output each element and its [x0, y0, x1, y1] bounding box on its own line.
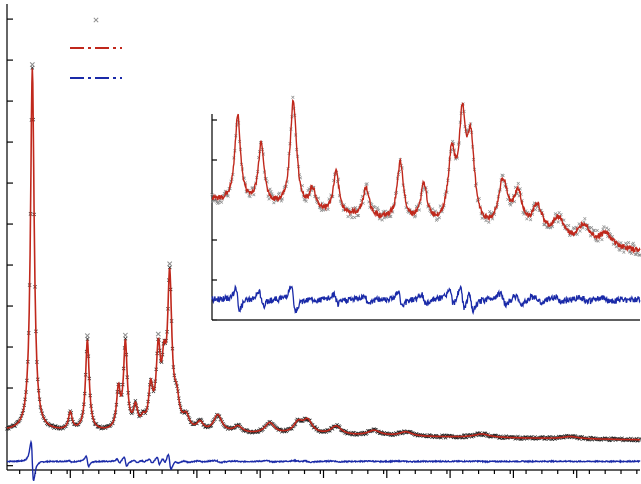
observed-point	[30, 65, 35, 70]
inset-observed-point	[528, 218, 533, 222]
inset-observed-point	[437, 216, 441, 220]
inset-observed-point	[438, 204, 442, 208]
inset-observed-point	[606, 228, 611, 232]
inset-observed-point	[631, 241, 635, 245]
inset-observed-point	[326, 207, 330, 212]
inset-observed-point	[535, 205, 539, 209]
observed-peak-point	[84, 333, 90, 339]
main-plot	[5, 4, 641, 482]
inset-observed-point	[248, 194, 252, 199]
inset-observed-point	[614, 245, 618, 249]
inset-observed-point	[291, 95, 295, 99]
inset-observed-point	[267, 197, 271, 201]
inset-observed-point	[583, 217, 587, 221]
inset-observed-point	[501, 173, 505, 178]
inset-observed-point	[435, 217, 440, 221]
inset-observed-point	[219, 200, 224, 204]
observed-peak-point	[122, 332, 128, 338]
calculated-series	[6, 68, 640, 441]
inset-observed-point	[355, 213, 360, 218]
inset-observed-point	[543, 222, 547, 227]
observed-peak-point	[167, 261, 173, 267]
inset-observed-point	[211, 199, 215, 203]
inset-observed-point	[525, 217, 529, 221]
inset-observed-point	[431, 207, 435, 211]
observed-peak-point	[155, 331, 161, 337]
inset-observed-point	[533, 207, 538, 212]
inset-observed-point	[578, 229, 582, 233]
inset-observed-point	[602, 225, 606, 229]
main-x-ticks	[19, 470, 638, 478]
inset-observed-point	[567, 223, 571, 228]
inset-observed-point	[619, 241, 623, 245]
inset-observed-point	[629, 251, 634, 256]
inset-background	[212, 112, 640, 320]
inset-observed-point	[553, 212, 557, 216]
inset-observed-point	[550, 224, 555, 229]
inset-observed-point	[591, 228, 596, 233]
inset-observed-point	[509, 203, 513, 207]
inset-observed-point	[433, 209, 438, 213]
observed-peak-point	[29, 62, 35, 68]
inset-observed-point	[353, 215, 357, 220]
observed-point	[167, 265, 172, 270]
inset-observed-point	[277, 191, 282, 195]
inset-observed-point	[316, 196, 321, 200]
inset-observed-point	[375, 206, 380, 210]
inset-observed-point	[280, 197, 285, 201]
inset-observed-point	[210, 193, 214, 197]
inset-observed-point	[562, 218, 566, 222]
inset-observed-point	[350, 216, 354, 220]
inset-observed-point	[346, 214, 350, 219]
main-y-ticks	[7, 18, 13, 467]
inset-observed-point	[622, 250, 626, 254]
inset-observed-point	[252, 193, 256, 197]
inset-observed-point	[596, 239, 600, 243]
inset-observed-point	[589, 225, 594, 230]
inset-observed-point	[272, 201, 276, 205]
inset-difference-series	[211, 284, 641, 316]
inset-plot	[210, 95, 641, 321]
inset-observed-point	[626, 240, 631, 245]
inset-observed-point	[453, 157, 458, 161]
inset-observed-point	[417, 208, 421, 212]
inset-observed-point	[595, 228, 599, 233]
inset-observed-point	[618, 248, 622, 252]
observed-point	[123, 336, 128, 341]
inset-observed-point	[516, 181, 520, 186]
inset-observed-point	[226, 194, 230, 198]
inset-observed-point	[356, 213, 361, 218]
inset-observed-point	[556, 220, 560, 224]
inset-observed-point	[365, 182, 369, 186]
inset-observed-point	[269, 190, 273, 194]
inset-observed-point	[634, 252, 638, 257]
inset-observed-point	[304, 199, 308, 203]
inset-observed-point	[372, 205, 377, 209]
legend-observed-marker	[93, 17, 99, 23]
inset-observed-point	[637, 253, 641, 257]
inset-observed-point	[217, 201, 221, 205]
inset-observed-point	[592, 228, 596, 232]
difference-series	[7, 439, 641, 482]
inset-observed-point	[600, 237, 604, 242]
legend	[70, 17, 122, 79]
inset-observed-point	[214, 198, 218, 203]
inset-observed-point	[279, 199, 284, 203]
observed-point	[133, 398, 138, 403]
inset-observed-point	[389, 214, 393, 218]
inset-calculated-series	[211, 99, 641, 254]
inset-observed-point	[567, 233, 572, 238]
inset-observed-point	[487, 220, 491, 224]
inset-observed-point	[484, 218, 488, 223]
inset-observed-point	[382, 216, 386, 220]
observed-point	[85, 337, 90, 341]
inset-observed-point	[581, 226, 585, 230]
